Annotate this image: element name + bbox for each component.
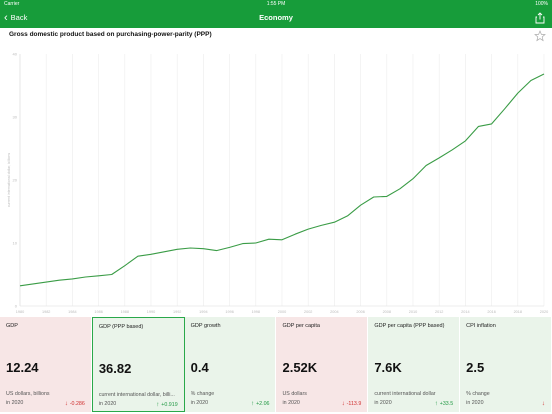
clock: 1:55 PM [266, 1, 286, 7]
battery-indicator: 100% [535, 0, 548, 8]
back-button[interactable]: ‹ Back [4, 8, 27, 28]
tile-unit: current international dollar [374, 391, 436, 397]
tile-year: in 2020 [6, 400, 24, 406]
x-tick-label: 2006 [356, 310, 364, 314]
chart-heading: Gross domestic product based on purchasi… [9, 31, 212, 38]
tile-change: ↓ -113.9 [342, 400, 362, 407]
tile-change: ↓ -0.286 [65, 400, 85, 407]
tile-year: in 2020 [190, 400, 209, 406]
indicator-tile[interactable]: GDP 12.24 US dollars, billions in 2020 ↓ -0.… [0, 317, 92, 412]
x-tick-label: 2014 [461, 310, 469, 314]
share-icon[interactable] [534, 12, 546, 24]
y-tick-label: 40 [13, 52, 18, 57]
back-label: Back [10, 13, 28, 22]
arrow-up-icon: ↑ [434, 400, 440, 407]
tile-unit: US dollars [282, 391, 307, 397]
x-tick-label: 1982 [42, 310, 50, 314]
y-tick-label: 30 [13, 115, 18, 120]
x-tick-label: 2020 [540, 310, 548, 314]
x-tick-label: 1984 [68, 310, 76, 314]
chart-axes: 1980 1982 1984 1986 1988 1990 1992 1994 1996 1998… [7, 52, 548, 315]
x-tick-label: 1994 [199, 310, 207, 314]
indicator-tile[interactable]: GDP (PPP based) 36.82 current internationa… [91, 317, 185, 412]
tile-name: CPI inflation [466, 323, 496, 329]
tile-year: in 2020 [98, 401, 117, 407]
tile-change-value: +2.06 [256, 401, 270, 407]
tile-change-value: +33.5 [439, 401, 454, 407]
x-tick-label: 2016 [487, 310, 495, 314]
tile-value: 2.5 [466, 360, 485, 375]
x-tick-label: 2012 [435, 310, 443, 314]
tile-value: 0.4 [190, 360, 209, 375]
y-tick-label: 10 [13, 241, 18, 246]
arrow-down-icon: ↓ [341, 400, 347, 407]
navigation-bar: ‹ Back Economy [0, 8, 552, 28]
chevron-left-icon: ‹ [4, 12, 8, 24]
indicator-tile[interactable]: CPI inflation 2.5 % change in 2020 ↓ [460, 317, 552, 412]
tile-unit: US dollars, billions [6, 391, 50, 397]
tile-unit: current international dollar, billi... [98, 392, 175, 398]
tile-year: in 2020 [374, 400, 392, 406]
star-icon[interactable] [534, 30, 546, 42]
x-tick-label: 1992 [173, 310, 181, 314]
series-line [19, 73, 545, 287]
tile-year: in 2020 [466, 400, 484, 406]
tile-change-value: +0.919 [161, 402, 178, 408]
status-bar: Carrier 1:55 PM 100% [0, 0, 552, 8]
x-tick-label: 2018 [514, 310, 522, 314]
indicator-tiles: GDP 12.24 US dollars, billions in 2020 ↓ -0.… [0, 317, 552, 414]
tile-change: ↓ [542, 400, 545, 407]
x-tick-label: 2004 [330, 310, 338, 314]
x-tick-label: 2000 [278, 310, 286, 314]
x-tick-label: 1996 [225, 310, 233, 314]
tile-value: 7.6K [374, 360, 402, 375]
y-tick-label: 0 [15, 304, 18, 309]
tile-name: GDP growth [190, 323, 221, 329]
indicator-tile[interactable]: GDP per capita (PPP based) 7.6K current in… [368, 317, 461, 412]
y-axis-label: current international dollar, billions [7, 153, 11, 208]
x-tick-label: 1988 [121, 310, 129, 314]
tile-name: GDP per capita [282, 323, 320, 329]
y-tick-label: 20 [13, 178, 18, 183]
tile-change: ↑ +2.06 [251, 400, 269, 407]
x-tick-label: 1990 [147, 310, 155, 314]
page-title: Economy [259, 13, 293, 22]
tile-unit: % change [466, 391, 490, 397]
tile-year: in 2020 [282, 400, 300, 406]
tile-change: ↑ +33.5 [435, 400, 453, 407]
x-tick-label: 2002 [304, 310, 312, 314]
battery-percent: 100% [535, 1, 548, 7]
arrow-down-icon: ↓ [64, 400, 70, 407]
x-tick-label: 2008 [383, 310, 391, 314]
gdp-ppp-line-chart: 1980 1982 1984 1986 1988 1990 1992 1994 1996 1998… [7, 52, 548, 315]
tile-change-value: -113.9 [346, 401, 362, 407]
x-tick-label: 1980 [16, 310, 24, 314]
x-tick-label: 1986 [94, 310, 102, 314]
tile-name: GDP [6, 323, 18, 329]
tile-value: 12.24 [6, 360, 39, 375]
arrow-up-icon: ↑ [251, 400, 257, 407]
x-tick-label: 1998 [252, 310, 260, 314]
tile-change: ↑ +0.919 [156, 401, 177, 408]
tile-change-value: -0.286 [69, 401, 85, 407]
indicator-tile[interactable]: GDP per capita 2.52K US dollars in 2020 ↓ -1… [276, 317, 369, 412]
chart-series [19, 73, 545, 287]
tile-value: 36.82 [98, 361, 132, 376]
arrow-down-icon: ↓ [541, 400, 545, 407]
carrier-label: Carrier [4, 1, 20, 7]
tile-unit: % change [190, 391, 215, 397]
tile-value: 2.52K [282, 360, 318, 375]
arrow-up-icon: ↑ [156, 401, 162, 408]
indicator-tile[interactable]: GDP growth 0.4 % change in 2020 ↑ +2.06 [184, 317, 277, 412]
tile-name: GDP per capita (PPP based) [374, 323, 445, 329]
chart-grid [19, 54, 545, 306]
tile-name: GDP (PPP based) [98, 324, 144, 330]
x-tick-label: 2010 [409, 310, 417, 314]
